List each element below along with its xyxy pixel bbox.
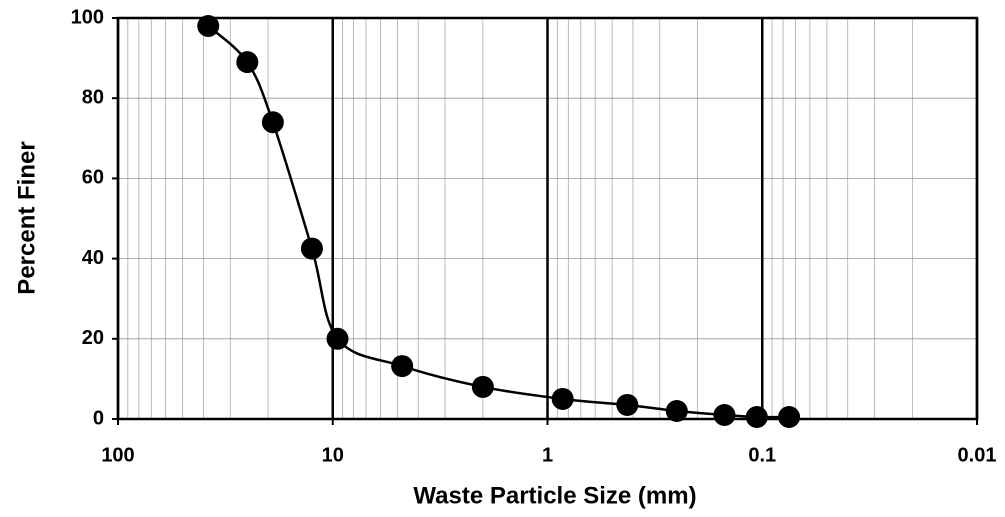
marker — [713, 403, 736, 426]
x-axis-title: Waste Particle Size (mm) — [413, 482, 696, 509]
marker — [261, 111, 284, 134]
marker — [391, 355, 414, 378]
marker — [745, 405, 768, 428]
y-tick-label: 100 — [71, 6, 104, 28]
x-tick-label: 10 — [322, 444, 344, 466]
x-tick-label: 1 — [542, 444, 553, 466]
y-axis-title: Percent Finer — [13, 141, 40, 294]
marker — [778, 405, 801, 428]
marker — [300, 237, 323, 260]
y-tick-label: 80 — [82, 86, 104, 108]
line — [207, 25, 790, 419]
y-tick-label: 60 — [82, 167, 104, 189]
plot-frame — [116, 16, 979, 421]
marker — [197, 15, 220, 38]
marker — [665, 399, 688, 422]
marker — [471, 375, 494, 398]
y-tick-label: 40 — [82, 247, 104, 269]
marker — [326, 327, 349, 350]
marker — [236, 51, 259, 74]
y-tick-label: 20 — [82, 327, 104, 349]
x-tick-label: 100 — [101, 444, 134, 466]
x-tick-label: 0.1 — [748, 444, 776, 466]
marker — [551, 387, 574, 410]
y-tick-label: 0 — [93, 407, 104, 429]
marker — [616, 393, 639, 416]
x-tick-label: 0.01 — [958, 444, 997, 466]
